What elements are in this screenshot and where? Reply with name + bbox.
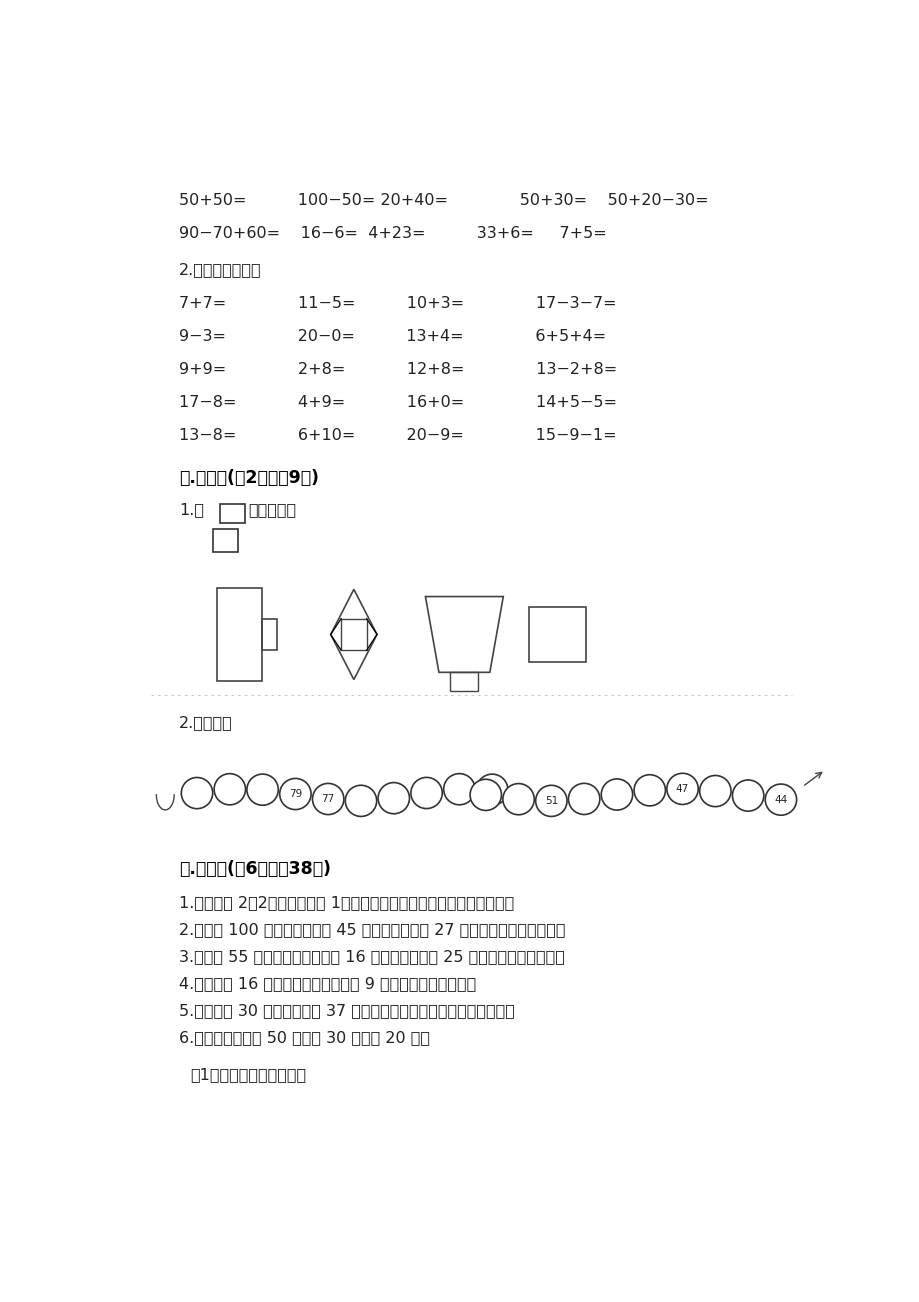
Text: 3.学校有 55 个篮球，五年级借走 16 个，六年级借走 25 个。一共借走多少个？: 3.学校有 55 个篮球，五年级借走 16 个，六年级借走 25 个。一共借走多… [179,949,564,965]
Text: 77: 77 [322,794,335,805]
Text: 47: 47 [675,784,688,794]
Text: 五.作图题(兲2题，兲9分): 五.作图题(兲2题，兲9分) [179,469,319,487]
Ellipse shape [601,779,632,810]
Bar [217,589,262,681]
Text: 13−8=            6+10=          20−9=              15−9−1=: 13−8= 6+10= 20−9= 15−9−1= [179,428,616,443]
Text: 44: 44 [774,794,787,805]
Text: 9+9=              2+8=            12+8=              13−2+8=: 9+9= 2+8= 12+8= 13−2+8= [179,362,617,376]
Text: 17−8=            4+9=            16+0=              14+5−5=: 17−8= 4+9= 16+0= 14+5−5= [179,395,617,410]
Ellipse shape [378,783,409,814]
Ellipse shape [470,780,501,810]
Text: 2.填一填。: 2.填一填。 [179,715,233,729]
Text: （1）兔子比鸡多多少只？: （1）兔子比鸡多多少只？ [189,1068,306,1082]
Ellipse shape [535,785,566,816]
Ellipse shape [732,780,763,811]
Ellipse shape [214,773,245,805]
Ellipse shape [443,773,474,805]
Ellipse shape [246,775,278,805]
Text: 90−70+60=    16−6=  4+23=          33+6=     7+5=: 90−70+60= 16−6= 4+23= 33+6= 7+5= [179,227,607,241]
Text: 7+7=              11−5=          10+3=              17−3−7=: 7+7= 11−5= 10+3= 17−3−7= [179,296,616,311]
Ellipse shape [411,777,442,809]
Text: 9−3=              20−0=          13+4=              6+5+4=: 9−3= 20−0= 13+4= 6+5+4= [179,328,606,344]
Bar [528,607,584,661]
Text: 涂上颜色。: 涂上颜色。 [248,503,296,517]
Text: 1.一支牙膏 2元2角，一把牙刷 1元，买一把牙刷和一支牙膏需要多少錢？: 1.一支牙膏 2元2角，一把牙刷 1元，买一把牙刷和一支牙膏需要多少錢？ [179,894,514,910]
Ellipse shape [345,785,376,816]
Text: 79: 79 [289,789,301,799]
Ellipse shape [476,775,507,806]
Ellipse shape [503,784,534,815]
Ellipse shape [568,784,599,815]
Bar [213,529,238,552]
Text: 5.小军做了 30 个，小华做了 37 个，小军再做多少个就和小华同样多？: 5.小军做了 30 个，小华做了 37 个，小军再做多少个就和小华同样多？ [179,1004,515,1018]
Text: 50+50=          100−50= 20+40=              50+30=    50+20−30=: 50+50= 100−50= 20+40= 50+30= 50+20−30= [179,193,708,208]
Bar [341,618,366,650]
Text: 六.解答题(兲6题，內38分): 六.解答题(兲6题，內38分) [179,861,331,878]
Ellipse shape [765,784,796,815]
Text: 51: 51 [544,796,558,806]
Text: 2.直接写出得数。: 2.直接写出得数。 [179,263,262,277]
Text: 4.小猫钓了 16 条鱼，吃了一些后还有 9 条，小猫吃了几条鱼？: 4.小猫钓了 16 条鱼，吃了一些后还有 9 条，小猫吃了几条鱼？ [179,976,476,991]
Ellipse shape [699,776,731,807]
Ellipse shape [312,784,344,815]
Text: 1.给: 1.给 [179,503,204,517]
Text: 6.小刚家养了兔子 50 只，鸡 30 只，鸭 20 只。: 6.小刚家养了兔子 50 只，鸡 30 只，鸭 20 只。 [179,1030,430,1046]
Ellipse shape [279,779,311,810]
Bar [262,618,277,650]
Bar [450,672,478,691]
Ellipse shape [633,775,664,806]
Bar [220,504,244,523]
Ellipse shape [181,777,212,809]
Ellipse shape [666,773,698,805]
Text: 2.书店有 100 本书，上午卖出 45 本书，下午卖出 27 本，一天共卖出多少本？: 2.书店有 100 本书，上午卖出 45 本书，下午卖出 27 本，一天共卖出多… [179,922,565,937]
